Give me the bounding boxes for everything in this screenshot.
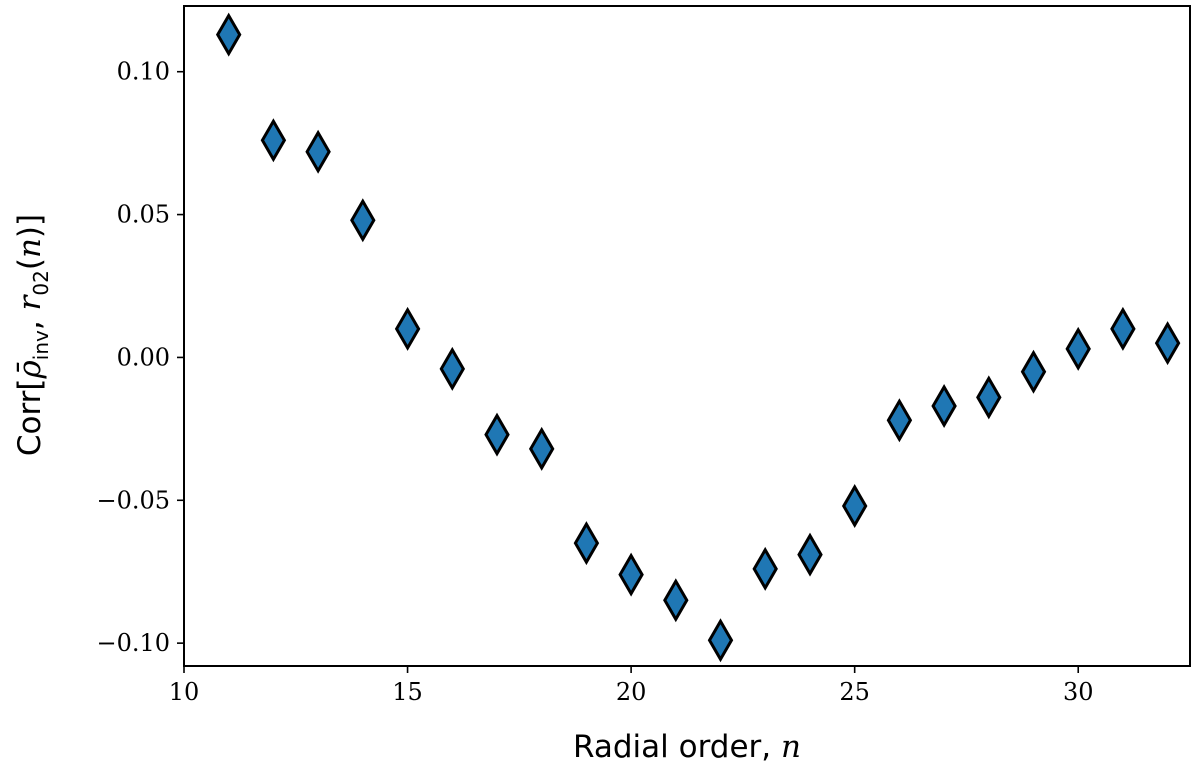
data-point xyxy=(618,552,644,597)
data-point xyxy=(528,426,555,471)
data-point xyxy=(752,546,778,591)
data-point xyxy=(1020,349,1047,394)
data-point xyxy=(573,521,600,566)
x-tick-label: 25 xyxy=(839,678,870,706)
y-tick-label: 0.00 xyxy=(117,343,170,371)
y-tick-label: −0.10 xyxy=(96,629,170,657)
data-point xyxy=(1154,321,1181,366)
data-point xyxy=(215,12,242,57)
y-axis: 0.10 0.05 0.00 −0.05 −0.10 xyxy=(96,58,184,657)
data-point xyxy=(797,532,823,577)
data-point xyxy=(350,198,376,243)
data-point xyxy=(663,578,689,623)
data-points xyxy=(215,12,1181,663)
data-point xyxy=(394,306,421,351)
x-tick-label: 15 xyxy=(392,678,423,706)
y-tick-label: 0.05 xyxy=(117,201,170,229)
data-point xyxy=(484,412,510,457)
data-point xyxy=(886,398,913,443)
data-point xyxy=(1065,326,1091,371)
data-point xyxy=(305,129,331,174)
data-point xyxy=(841,484,868,528)
data-point xyxy=(976,375,1002,420)
x-tick-label: 20 xyxy=(616,678,647,706)
x-tick-label: 10 xyxy=(169,678,200,706)
data-point xyxy=(707,618,734,663)
data-point xyxy=(439,346,466,391)
data-point xyxy=(260,118,287,163)
x-axis-label: Radial order, n xyxy=(573,729,801,765)
x-axis: 10 15 20 25 30 xyxy=(169,666,1094,706)
data-point xyxy=(1110,306,1136,351)
plot-area xyxy=(183,5,1191,667)
y-tick-label: −0.05 xyxy=(96,486,170,514)
y-tick-label: 0.10 xyxy=(117,58,170,86)
x-tick-label: 30 xyxy=(1063,678,1094,706)
data-point xyxy=(931,384,957,428)
y-axis-label: Corr[ρ̄inv, r02(n)] xyxy=(12,214,53,456)
